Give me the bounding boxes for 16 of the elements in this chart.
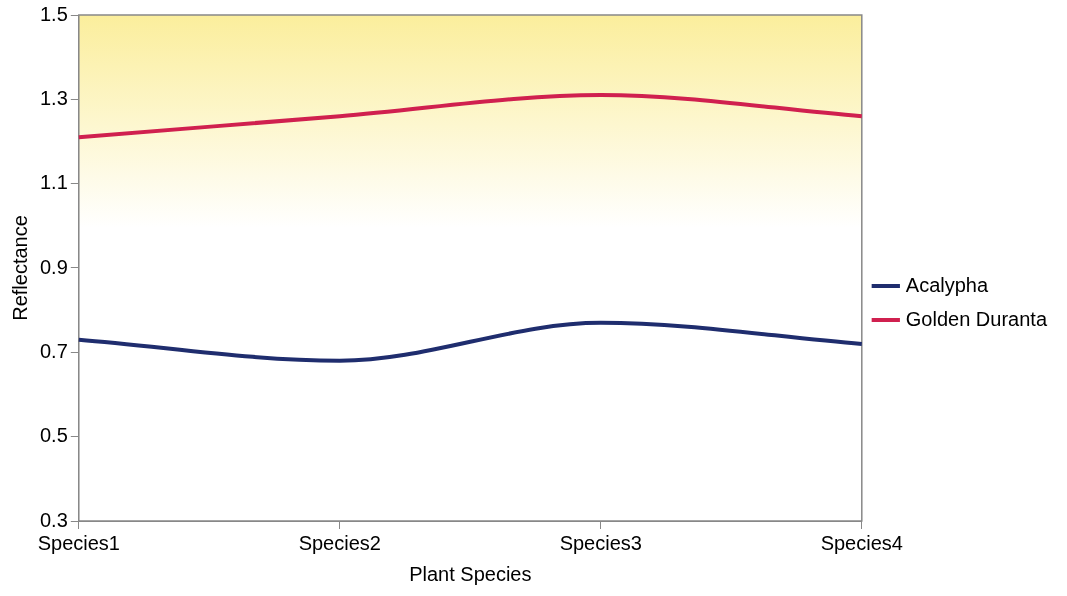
y-tick-label: 0.9: [39, 255, 68, 278]
y-tick-label: 0.5: [39, 424, 68, 447]
x-tick-label: Species2: [298, 531, 381, 554]
y-tick-label: 1.3: [39, 86, 68, 109]
y-tick-label: 0.7: [39, 339, 68, 362]
line-series: [76, 320, 864, 363]
x-axis-title: Plant Species: [409, 562, 532, 585]
x-tick-label: Species4: [820, 531, 903, 554]
x-tick-label: Species1: [37, 531, 120, 554]
y-tick-label: 1.5: [39, 2, 68, 25]
legend-label: Golden Duranta: [905, 307, 1048, 330]
legend-label: Acalypha: [905, 273, 989, 296]
y-tick-label: 1.1: [39, 171, 68, 194]
y-tick-label: 0.3: [39, 508, 68, 531]
y-axis-title: Reflectance: [8, 215, 31, 321]
x-tick-label: Species3: [559, 531, 642, 554]
